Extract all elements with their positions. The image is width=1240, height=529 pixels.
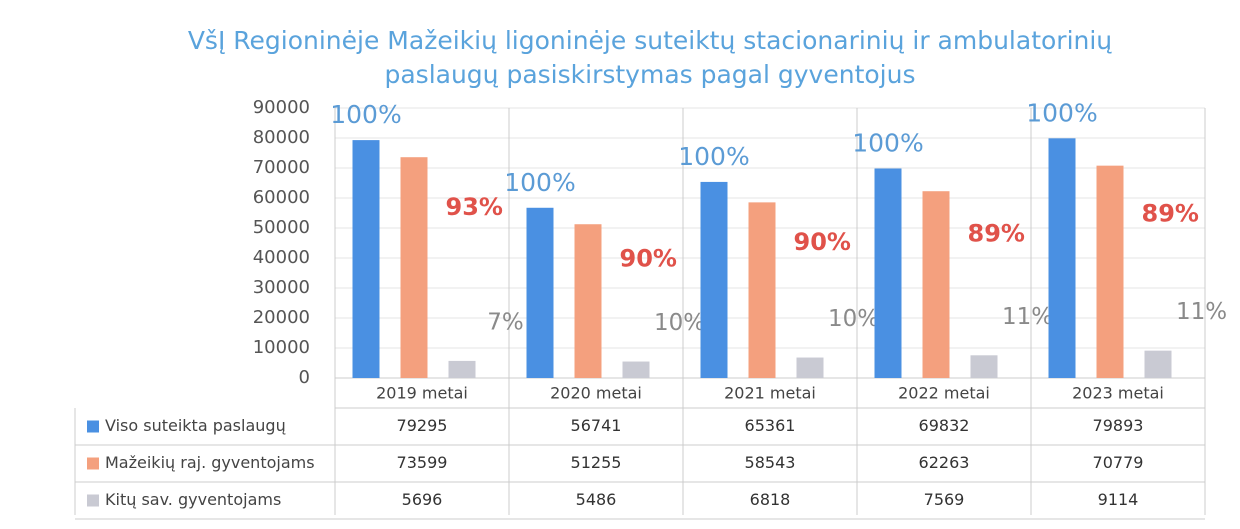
data-label: 100% <box>330 100 401 129</box>
table-cell: 9114 <box>1098 490 1139 509</box>
legend-label: Viso suteikta paslaugų <box>105 416 286 435</box>
data-label: 93% <box>446 193 503 221</box>
data-label: 7% <box>487 309 524 335</box>
table-cell: 65361 <box>745 416 796 435</box>
data-label: 89% <box>968 219 1025 247</box>
bar <box>352 140 380 378</box>
bar <box>796 357 824 378</box>
legend-swatch <box>87 494 99 507</box>
bar <box>970 355 998 378</box>
table-cell: 7569 <box>924 490 965 509</box>
y-tick-label: 70000 <box>253 157 310 178</box>
table-cell: 6818 <box>750 490 791 509</box>
x-tick-label: 2023 metai <box>1072 384 1164 403</box>
bar <box>400 157 428 378</box>
legend-label: Mažeikių raj. gyventojams <box>105 453 315 472</box>
legend-swatch <box>87 457 99 470</box>
bar <box>1048 138 1076 378</box>
bar <box>1144 350 1172 378</box>
table-cell: 73599 <box>397 453 448 472</box>
y-tick-label: 80000 <box>253 127 310 148</box>
bar <box>748 202 776 378</box>
table-cell: 56741 <box>571 416 622 435</box>
data-label: 89% <box>1142 200 1199 228</box>
data-label: 10% <box>654 310 705 336</box>
y-tick-label: 30000 <box>253 277 310 298</box>
data-label: 100% <box>678 142 749 171</box>
bar <box>874 168 902 378</box>
bar <box>1096 165 1124 378</box>
y-tick-label: 60000 <box>253 187 310 208</box>
y-tick-label: 90000 <box>253 97 310 118</box>
y-tick-label: 10000 <box>253 337 310 358</box>
x-tick-label: 2021 metai <box>724 384 816 403</box>
bar <box>622 361 650 378</box>
legend-swatch <box>87 420 99 433</box>
data-label: 90% <box>620 245 677 273</box>
bar <box>922 191 950 378</box>
bar <box>448 360 476 378</box>
table-cell: 79295 <box>397 416 448 435</box>
data-label: 90% <box>794 228 851 256</box>
data-label: 11% <box>1176 299 1227 325</box>
x-tick-label: 2022 metai <box>898 384 990 403</box>
table-cell: 5696 <box>402 490 443 509</box>
y-tick-label: 0 <box>299 367 310 388</box>
bar <box>526 207 554 378</box>
table-cell: 79893 <box>1093 416 1144 435</box>
table-cell: 69832 <box>919 416 970 435</box>
table-cell: 62263 <box>919 453 970 472</box>
chart-title: paslaugų pasiskirstymas pagal gyventojus <box>384 60 915 89</box>
table-cell: 51255 <box>571 453 622 472</box>
x-tick-label: 2019 metai <box>376 384 468 403</box>
y-tick-label: 50000 <box>253 217 310 238</box>
data-label: 11% <box>1002 304 1053 330</box>
data-label: 100% <box>852 129 923 158</box>
data-label: 100% <box>1026 98 1097 127</box>
chart-title: VšĮ Regioninėje Mažeikių ligoninėje sute… <box>188 26 1112 55</box>
bar <box>700 181 728 378</box>
data-label: 100% <box>504 168 575 197</box>
table-cell: 5486 <box>576 490 617 509</box>
data-label: 10% <box>828 306 879 332</box>
table-cell: 70779 <box>1093 453 1144 472</box>
y-tick-label: 20000 <box>253 307 310 328</box>
table-cell: 58543 <box>745 453 796 472</box>
y-tick-label: 40000 <box>253 247 310 268</box>
bar <box>574 224 602 378</box>
x-tick-label: 2020 metai <box>550 384 642 403</box>
legend-label: Kitų sav. gyventojams <box>105 490 281 509</box>
